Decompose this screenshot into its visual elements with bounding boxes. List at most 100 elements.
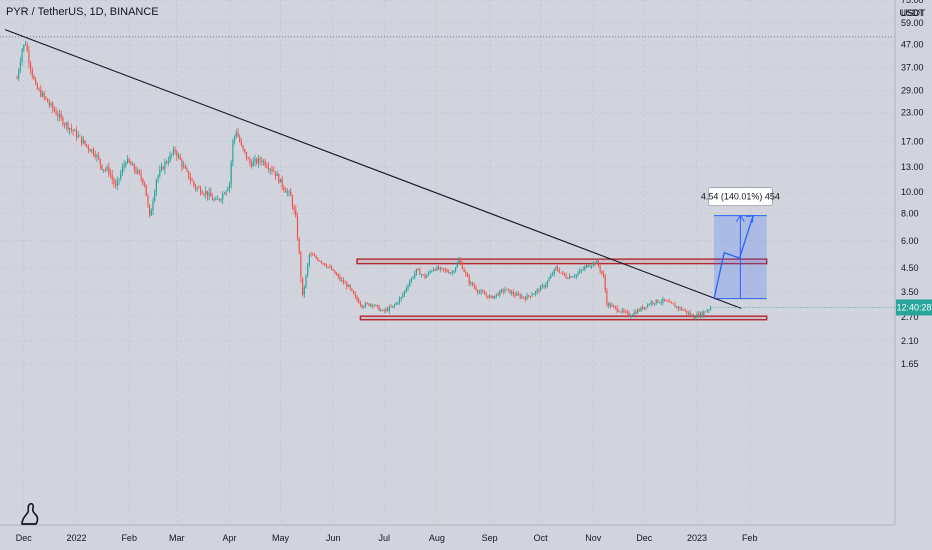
candle-body-291 (511, 292, 513, 294)
candle-body-5 (24, 44, 27, 46)
candle-body-7 (28, 50, 30, 64)
candle-body-188 (336, 273, 338, 276)
candle-body-300 (526, 295, 528, 300)
candle-body-389 (677, 306, 679, 309)
candle-body-215 (381, 310, 384, 311)
candle-body-317 (555, 267, 557, 270)
candle-body-324 (567, 278, 569, 280)
candle-body-205 (364, 303, 367, 307)
price-axis-label-4: 37.00 (901, 62, 924, 72)
candle-body-75 (143, 183, 146, 185)
time-axis[interactable]: Dec 2022 Feb Mar Apr May Jun Jul Aug Sep Oct Nov Dec… (0, 524, 895, 543)
time-axis-label-7: Jul (378, 533, 390, 543)
candle-body-364 (635, 312, 637, 314)
candle-body-276 (485, 294, 487, 296)
projection-path (713, 215, 754, 299)
candle-body-109 (201, 193, 203, 194)
trendline-layer[interactable] (4, 29, 742, 309)
candle-body-372 (648, 304, 650, 306)
projection-layer[interactable] (713, 214, 754, 299)
candle-body-45 (92, 149, 95, 155)
candle-body-92 (172, 149, 174, 155)
candle-body-297 (521, 296, 523, 298)
candle-body-125 (228, 183, 231, 189)
candle-body-318 (557, 267, 559, 271)
candle-body-157 (283, 186, 285, 191)
candle-body-176 (315, 256, 317, 259)
candle-body-355 (619, 311, 622, 313)
candle-body-61 (120, 173, 122, 179)
candle-body-303 (531, 294, 533, 297)
candle-body-140 (254, 158, 256, 162)
candle-body-47 (96, 155, 98, 157)
time-axis-label-1: 2022 (66, 533, 86, 543)
candle-body-0 (16, 78, 18, 80)
candle-body-391 (681, 307, 683, 310)
candle-body-407 (708, 309, 710, 311)
candle-body-227 (402, 294, 404, 298)
candle-body-352 (614, 306, 616, 308)
candle-body-141 (256, 158, 258, 164)
candle-body-302 (529, 296, 531, 297)
candle-body-29 (65, 123, 67, 125)
candle-body-48 (98, 155, 100, 159)
time-axis-label-0: Dec (16, 533, 33, 543)
candle-body-296 (519, 294, 521, 298)
candle-body-357 (623, 309, 625, 312)
candle-body-265 (466, 273, 469, 277)
price-axis-label-3: 47.00 (901, 40, 924, 50)
price-axis-label-11: 6.00 (901, 236, 919, 246)
price-axis[interactable]: USDT 75.00 59.00 47.00 37.00 29.00 23.00 17.00 1… (894, 0, 926, 525)
candle-body-173 (310, 254, 312, 255)
candle-body-162 (291, 195, 293, 207)
candle-body-51 (103, 169, 105, 171)
candle-body-40 (84, 140, 86, 145)
candle-body-151 (273, 171, 275, 172)
candle-body-274 (482, 291, 484, 293)
candle-body-260 (458, 259, 460, 263)
candle-body-183 (327, 266, 329, 268)
zones (356, 258, 768, 321)
candle-body-89 (167, 161, 169, 163)
candle-body-46 (94, 154, 96, 157)
price-axis-label-16: 1.65 (901, 359, 919, 369)
candle-body-228 (404, 290, 406, 295)
candle-body-169 (303, 287, 305, 295)
candle-body-408 (710, 307, 712, 310)
candle-body-65 (126, 158, 129, 164)
candles[interactable] (16, 40, 712, 321)
tradingview-logo-icon[interactable] (18, 500, 44, 528)
candle-body-82 (155, 179, 157, 192)
candle-body-353 (616, 307, 618, 312)
candle-body-79 (150, 210, 152, 216)
candle-body-80 (152, 201, 154, 211)
candle-body-95 (177, 155, 180, 157)
candle-body-13 (38, 89, 40, 90)
price-axis-label-9: 10.00 (901, 187, 924, 197)
candle-body-323 (565, 275, 567, 279)
candle-body-99 (184, 165, 186, 169)
candle-body-212 (376, 304, 378, 306)
time-axis-label-3: Mar (169, 533, 185, 543)
candle-body-88 (166, 162, 168, 163)
candle-body-368 (642, 307, 644, 310)
candle-body-57 (113, 179, 115, 184)
candle-body-385 (670, 301, 673, 304)
candle-body-10 (33, 75, 35, 80)
candle-body-17 (45, 96, 47, 99)
candle-body-232 (410, 278, 412, 282)
candle-body-101 (188, 171, 190, 179)
candle-body-360 (628, 312, 630, 317)
candle-body-62 (121, 167, 123, 174)
candle-body-198 (353, 290, 355, 294)
candle-body-347 (606, 290, 608, 306)
candle-body-3 (21, 49, 23, 62)
candle-body-206 (366, 303, 368, 305)
candle-body-20 (50, 103, 52, 105)
candle-body-172 (308, 254, 310, 265)
candle-body-336 (587, 265, 589, 268)
candle-body-402 (699, 312, 701, 317)
candle-body-52 (104, 169, 106, 171)
